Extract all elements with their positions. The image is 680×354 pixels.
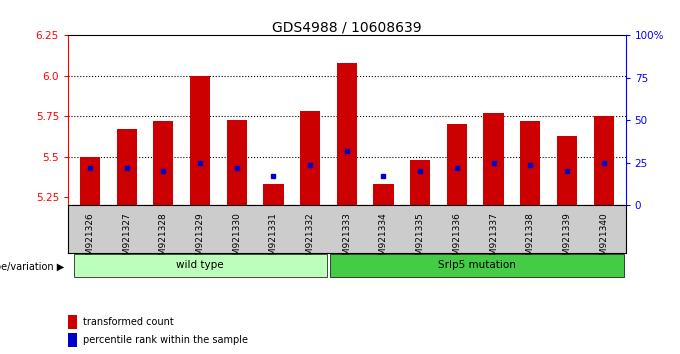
Text: percentile rank within the sample: percentile rank within the sample: [83, 335, 248, 345]
Bar: [153, 121, 173, 205]
Bar: [68, 315, 78, 329]
Text: GSM921330: GSM921330: [233, 212, 241, 267]
Text: Srlp5 mutation: Srlp5 mutation: [438, 260, 516, 270]
Text: GSM921340: GSM921340: [599, 212, 608, 267]
Text: wild type: wild type: [176, 260, 224, 270]
Bar: [300, 112, 320, 205]
Text: GSM921339: GSM921339: [562, 212, 571, 267]
Bar: [80, 157, 100, 205]
Text: transformed count: transformed count: [83, 317, 173, 327]
Text: GSM921333: GSM921333: [342, 212, 352, 267]
Bar: [226, 120, 247, 205]
Bar: [68, 333, 78, 347]
Bar: [263, 184, 284, 205]
Bar: [410, 160, 430, 205]
Bar: [483, 113, 504, 205]
Text: GSM921327: GSM921327: [122, 212, 131, 267]
Bar: [116, 129, 137, 205]
Text: GSM921329: GSM921329: [196, 212, 205, 267]
Bar: [337, 63, 357, 205]
Text: GSM921331: GSM921331: [269, 212, 278, 267]
Text: GSM921336: GSM921336: [452, 212, 461, 267]
Text: GSM921338: GSM921338: [526, 212, 534, 267]
Text: genotype/variation ▶: genotype/variation ▶: [0, 262, 65, 272]
Text: GSM921326: GSM921326: [86, 212, 95, 267]
Text: GSM921332: GSM921332: [305, 212, 315, 267]
Bar: [330, 254, 624, 277]
Bar: [73, 254, 326, 277]
Text: GSM921335: GSM921335: [415, 212, 425, 267]
Text: GSM921334: GSM921334: [379, 212, 388, 267]
Bar: [447, 124, 467, 205]
Bar: [594, 116, 613, 205]
Bar: [373, 184, 394, 205]
Title: GDS4988 / 10608639: GDS4988 / 10608639: [272, 20, 422, 34]
Text: GSM921337: GSM921337: [489, 212, 498, 267]
Bar: [520, 121, 541, 205]
Bar: [557, 136, 577, 205]
Bar: [190, 76, 210, 205]
Text: GSM921328: GSM921328: [159, 212, 168, 267]
